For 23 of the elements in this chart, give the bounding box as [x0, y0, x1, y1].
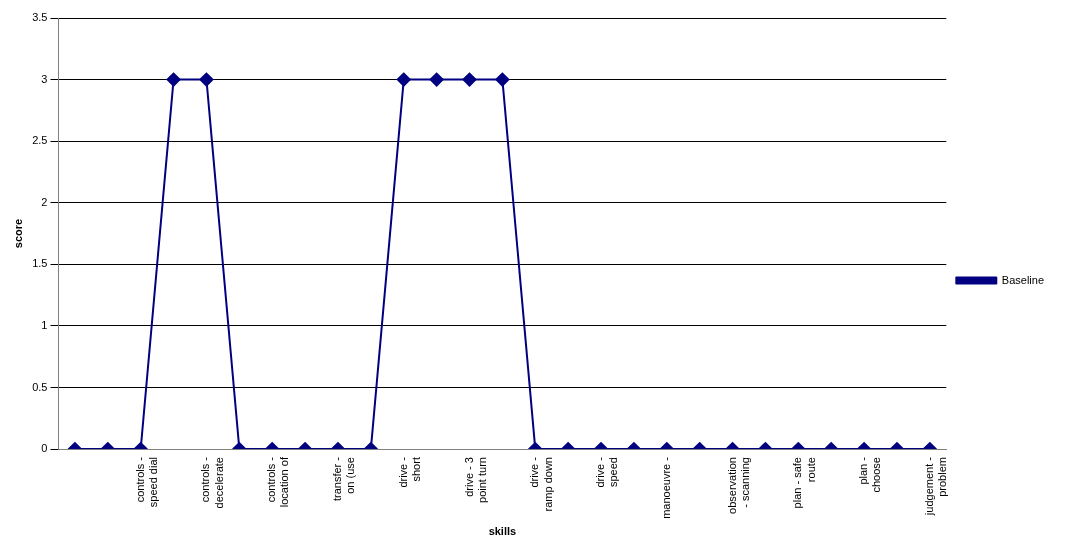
x-tick-label: drive - speed — [594, 456, 620, 488]
y-axis-title: score — [11, 218, 24, 249]
x-tick-label: controls - decelerate — [199, 456, 225, 509]
x-tick-label: observation - scanning — [725, 457, 751, 514]
x-tick-label: manoeuvre - — [659, 456, 672, 519]
y-tick-label: 0.5 — [32, 380, 48, 393]
x-tick-label: controls - speed dial — [133, 456, 159, 508]
y-tick-label: 1.5 — [32, 257, 48, 270]
x-tick-label: drive - short — [396, 456, 422, 488]
y-tick-label: 3 — [41, 72, 48, 85]
y-tick-label: 3.5 — [32, 11, 48, 24]
y-tick-label: 2.5 — [32, 134, 48, 147]
x-tick-label: plan - safe route — [791, 457, 817, 509]
x-tick-label: plan - choose — [857, 456, 883, 493]
x-tick-label: drive - 3 point turn — [462, 457, 488, 503]
legend-label: Baseline — [1001, 273, 1045, 286]
y-tick-label: 2 — [41, 195, 48, 208]
x-tick-label: transfer - on (use — [331, 456, 357, 502]
x-axis-title: skills — [488, 525, 517, 538]
y-tick-label: 1 — [41, 318, 48, 331]
x-tick-label: controls - location of — [265, 456, 291, 508]
x-tick-label: judgement - problem — [922, 456, 949, 517]
y-tick-label: 0 — [41, 442, 48, 455]
